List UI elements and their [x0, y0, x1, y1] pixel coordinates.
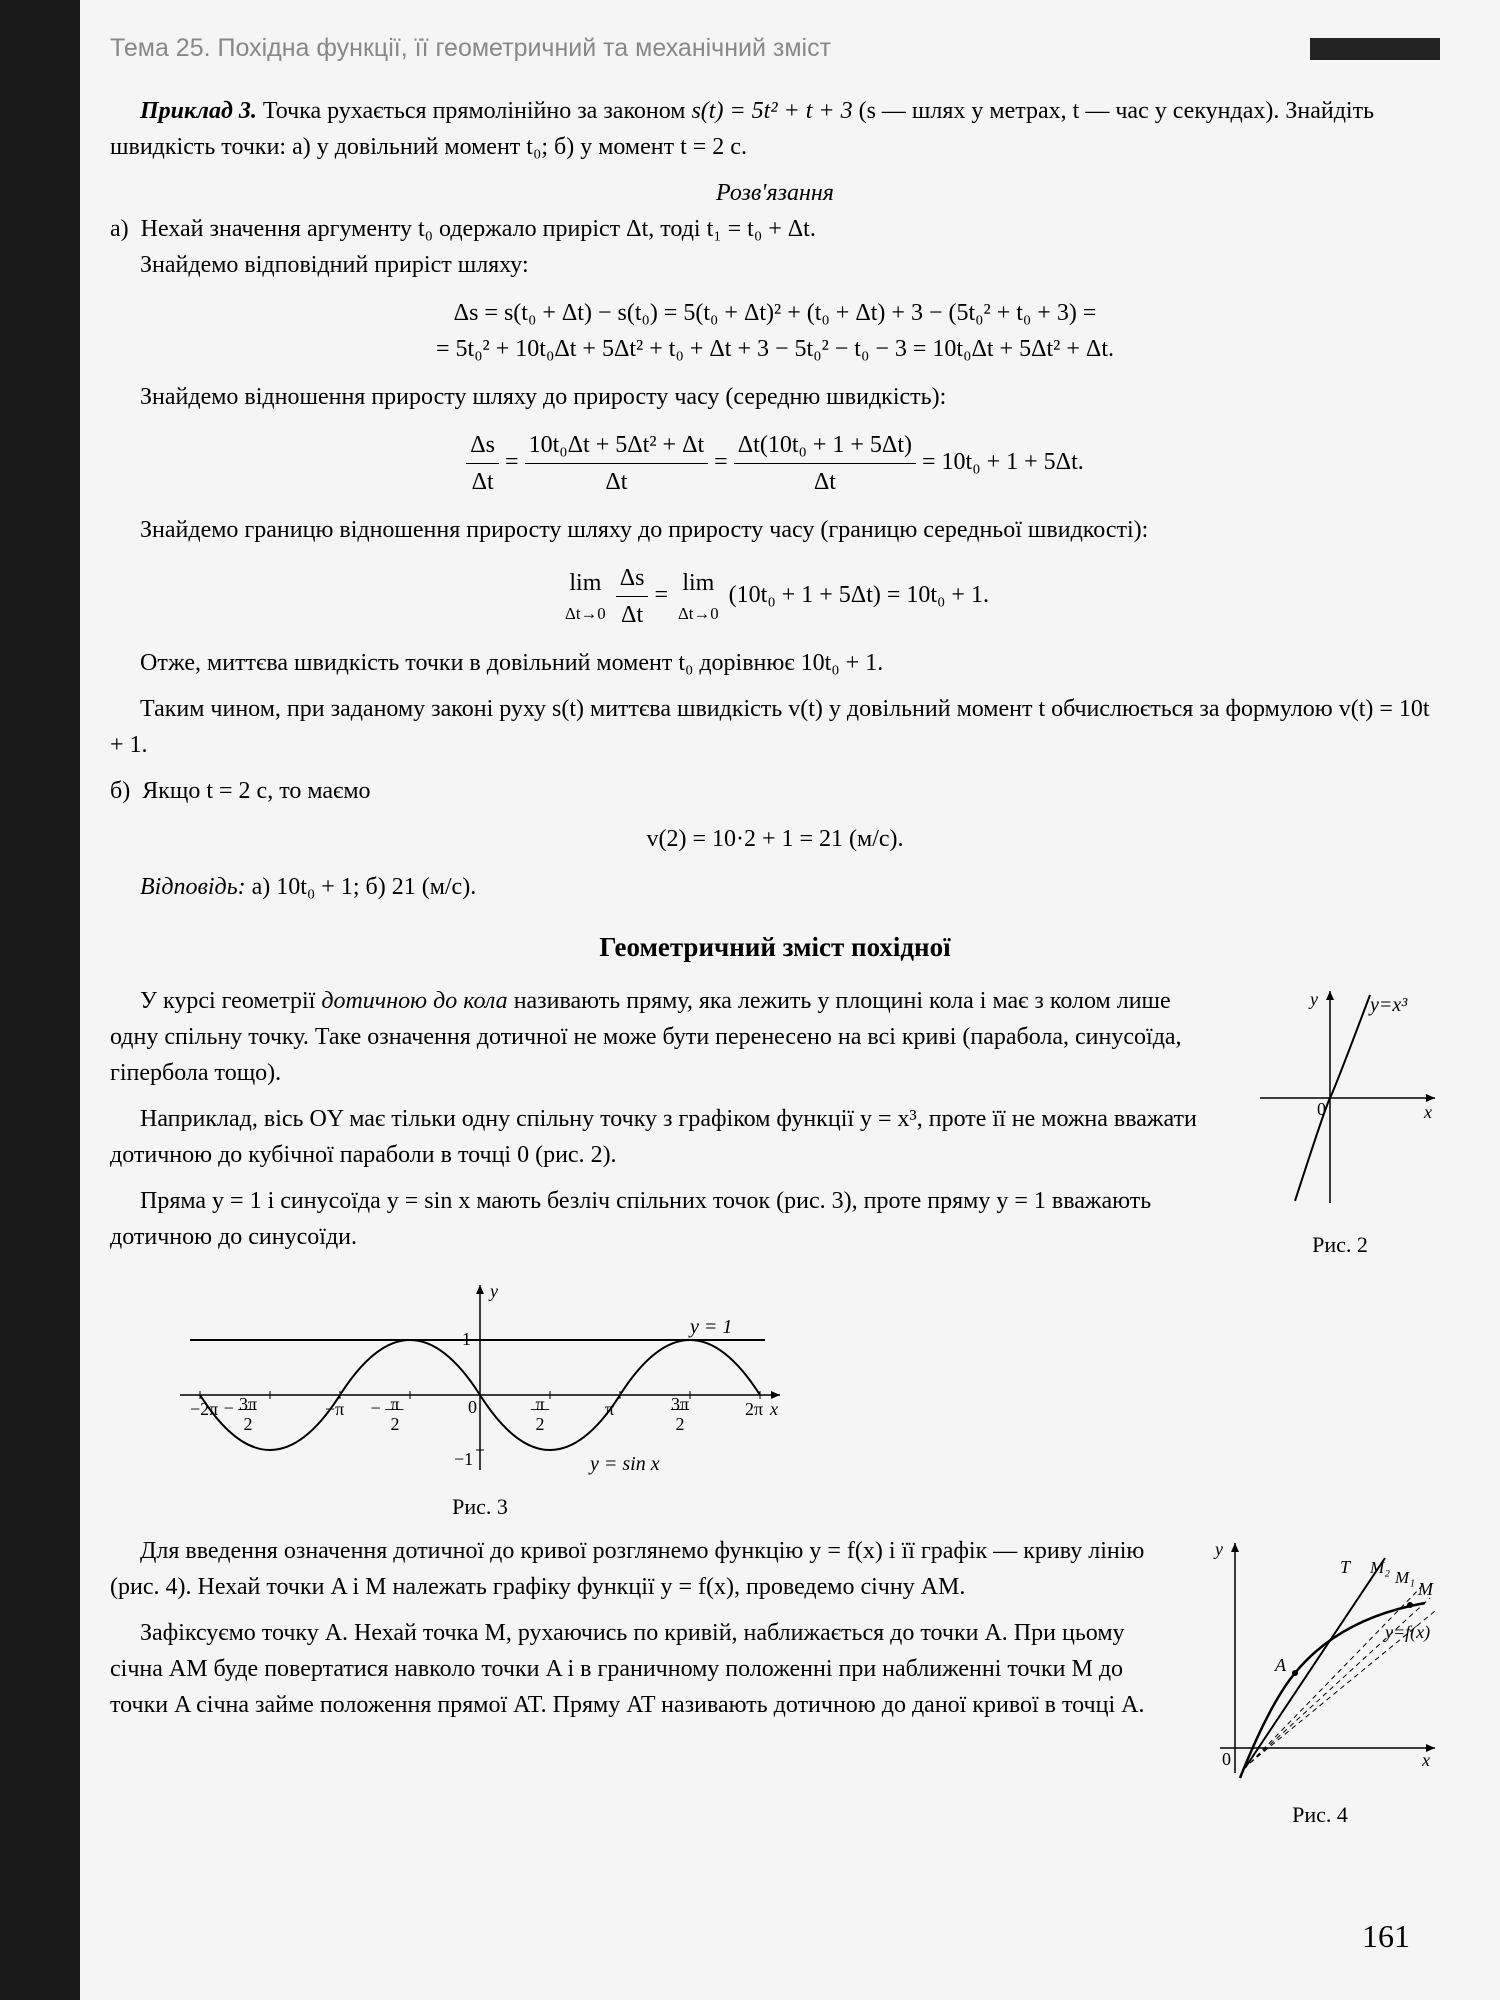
- svg-text:π: π: [605, 1399, 614, 1419]
- fig4-svg: 0 x y A T M M₁ M₂ y=f(x): [1200, 1533, 1440, 1783]
- s2-p2: Наприклад, вісь OY має тільки одну спіль…: [110, 1101, 1220, 1173]
- svg-text:y = sin x: y = sin x: [588, 1453, 660, 1475]
- svg-text:1: 1: [462, 1329, 471, 1349]
- figure-3: 0 x y 1 −1 y = 1 y = sin x −2π −π π 2π 3…: [170, 1275, 1440, 1523]
- svg-text:3π―2: 3π―2: [670, 1394, 690, 1434]
- fig3-caption: Рис. 3: [170, 1490, 790, 1523]
- svg-text:π―2: π―2: [530, 1394, 550, 1434]
- part-a-line3: Знайдемо відношення приросту шляху до пр…: [110, 379, 1440, 415]
- formula-limit: limΔt→0 ΔsΔt = limΔt→0 (10t₀ + 1 + 5Δt) …: [110, 560, 1440, 633]
- part-a-line6: Таким чином, при заданому законі руху s(…: [110, 691, 1440, 763]
- svg-text:y = 1: y = 1: [688, 1316, 732, 1338]
- part-a-line1: Нехай значення аргументу t₀ одержало при…: [141, 216, 816, 242]
- section2-block1: У курсі геометрії дотичною до кола назив…: [110, 983, 1440, 1265]
- solution-label: Розв'язання: [110, 175, 1440, 211]
- header-title: Тема 25. Похідна функції, її геометрични…: [110, 30, 831, 68]
- header-bar: [1310, 38, 1440, 60]
- fig3-svg: 0 x y 1 −1 y = 1 y = sin x −2π −π π 2π 3…: [170, 1275, 790, 1475]
- svg-text:M: M: [1417, 1579, 1434, 1599]
- svg-text:M₂: M₂: [1369, 1558, 1390, 1577]
- part-b-marker: б): [110, 778, 130, 804]
- formula3-result: = 10t₀ + 1 + 5Δt.: [922, 449, 1084, 475]
- svg-text:T: T: [1340, 1557, 1352, 1577]
- svg-text:y=x³: y=x³: [1368, 994, 1408, 1016]
- limit-rhs: (10t₀ + 1 + 5Δt) = 10t₀ + 1.: [729, 582, 989, 608]
- part-a-line4: Знайдемо границю відношення приросту шля…: [110, 512, 1440, 548]
- section2-title: Геометричний зміст похідної: [110, 927, 1440, 968]
- example3-label: Приклад 3.: [140, 98, 257, 124]
- svg-text:y=f(x): y=f(x): [1383, 1622, 1430, 1643]
- svg-text:0: 0: [468, 1397, 477, 1417]
- svg-text:y: y: [1213, 1539, 1223, 1559]
- figure-4: 0 x y A T M M₁ M₂ y=f(x) Рис. 4: [1200, 1533, 1440, 1831]
- formula-v2: v(2) = 10·2 + 1 = 21 (м/с).: [110, 821, 1440, 857]
- fig2-svg: 0 x y y=x³: [1240, 983, 1440, 1213]
- svg-text:x: x: [1423, 1102, 1432, 1122]
- ex3-formula-s: s(t) = 5t² + t + 3: [691, 98, 852, 124]
- svg-text:y: y: [1308, 989, 1318, 1009]
- fig4-caption: Рис. 4: [1200, 1798, 1440, 1831]
- answer: Відповідь: а) 10t₀ + 1; б) 21 (м/с).: [110, 869, 1440, 905]
- section2-block2: Для введення означення дотичної до криво…: [110, 1533, 1440, 1831]
- svg-text:x: x: [769, 1399, 778, 1419]
- left-margin-strip: [0, 0, 80, 2000]
- fig2-caption: Рис. 2: [1240, 1228, 1440, 1261]
- svg-text:−2π: −2π: [190, 1399, 218, 1419]
- s2-p4: Для введення означення дотичної до криво…: [110, 1533, 1180, 1605]
- part-b-line1: Якщо t = 2 с, то маємо: [142, 778, 370, 804]
- formula-ratio: ΔsΔt = 10t₀Δt + 5Δt² + ΔtΔt = Δt(10t₀ + …: [110, 427, 1440, 500]
- part-a-line2: Знайдемо відповідний приріст шляху:: [140, 252, 529, 278]
- svg-text:π− ―2: π− ―2: [371, 1394, 405, 1434]
- example3-statement: Приклад 3. Точка рухається прямолінійно …: [110, 93, 1440, 165]
- part-b: б) Якщо t = 2 с, то маємо: [110, 773, 1440, 809]
- svg-text:x: x: [1421, 1750, 1430, 1770]
- figure-2: 0 x y y=x³ Рис. 2: [1240, 983, 1440, 1261]
- ex3-text1: Точка рухається прямолінійно за законом: [263, 98, 692, 124]
- page-header: Тема 25. Похідна функції, її геометрични…: [110, 30, 1440, 68]
- answer-label: Відповідь:: [140, 874, 246, 900]
- part-a-marker: а): [110, 216, 129, 242]
- svg-text:0: 0: [1317, 1099, 1326, 1119]
- svg-text:A: A: [1274, 1655, 1287, 1675]
- formula1: Δs = s(t₀ + Δt) − s(t₀) = 5(t₀ + Δt)² + …: [454, 300, 1097, 326]
- svg-text:−1: −1: [454, 1449, 473, 1469]
- part-a: а) Нехай значення аргументу t₀ одержало …: [110, 211, 1440, 283]
- page-number: 161: [1362, 1912, 1410, 1960]
- svg-text:M₁: M₁: [1394, 1568, 1415, 1587]
- svg-text:3π− ―2: 3π− ―2: [224, 1394, 258, 1434]
- answer-text: а) 10t₀ + 1; б) 21 (м/с).: [252, 874, 477, 900]
- svg-text:2π: 2π: [745, 1399, 763, 1419]
- svg-text:y: y: [488, 1281, 498, 1301]
- formula2: = 5t₀² + 10t₀Δt + 5Δt² + t₀ + Δt + 3 − 5…: [436, 336, 1114, 362]
- part-a-line5: Отже, миттєва швидкість точки в довільни…: [110, 645, 1440, 681]
- s2-p3: Пряма y = 1 і синусоїда y = sin x мають …: [110, 1183, 1220, 1255]
- s2-p5: Зафіксуємо точку A. Нехай точка M, рухаю…: [110, 1615, 1180, 1723]
- svg-text:0: 0: [1222, 1749, 1231, 1769]
- s2-p1: У курсі геометрії дотичною до кола назив…: [110, 983, 1220, 1091]
- svg-text:−π: −π: [325, 1399, 344, 1419]
- formula-ds-1: Δs = s(t₀ + Δt) − s(t₀) = 5(t₀ + Δt)² + …: [110, 295, 1440, 367]
